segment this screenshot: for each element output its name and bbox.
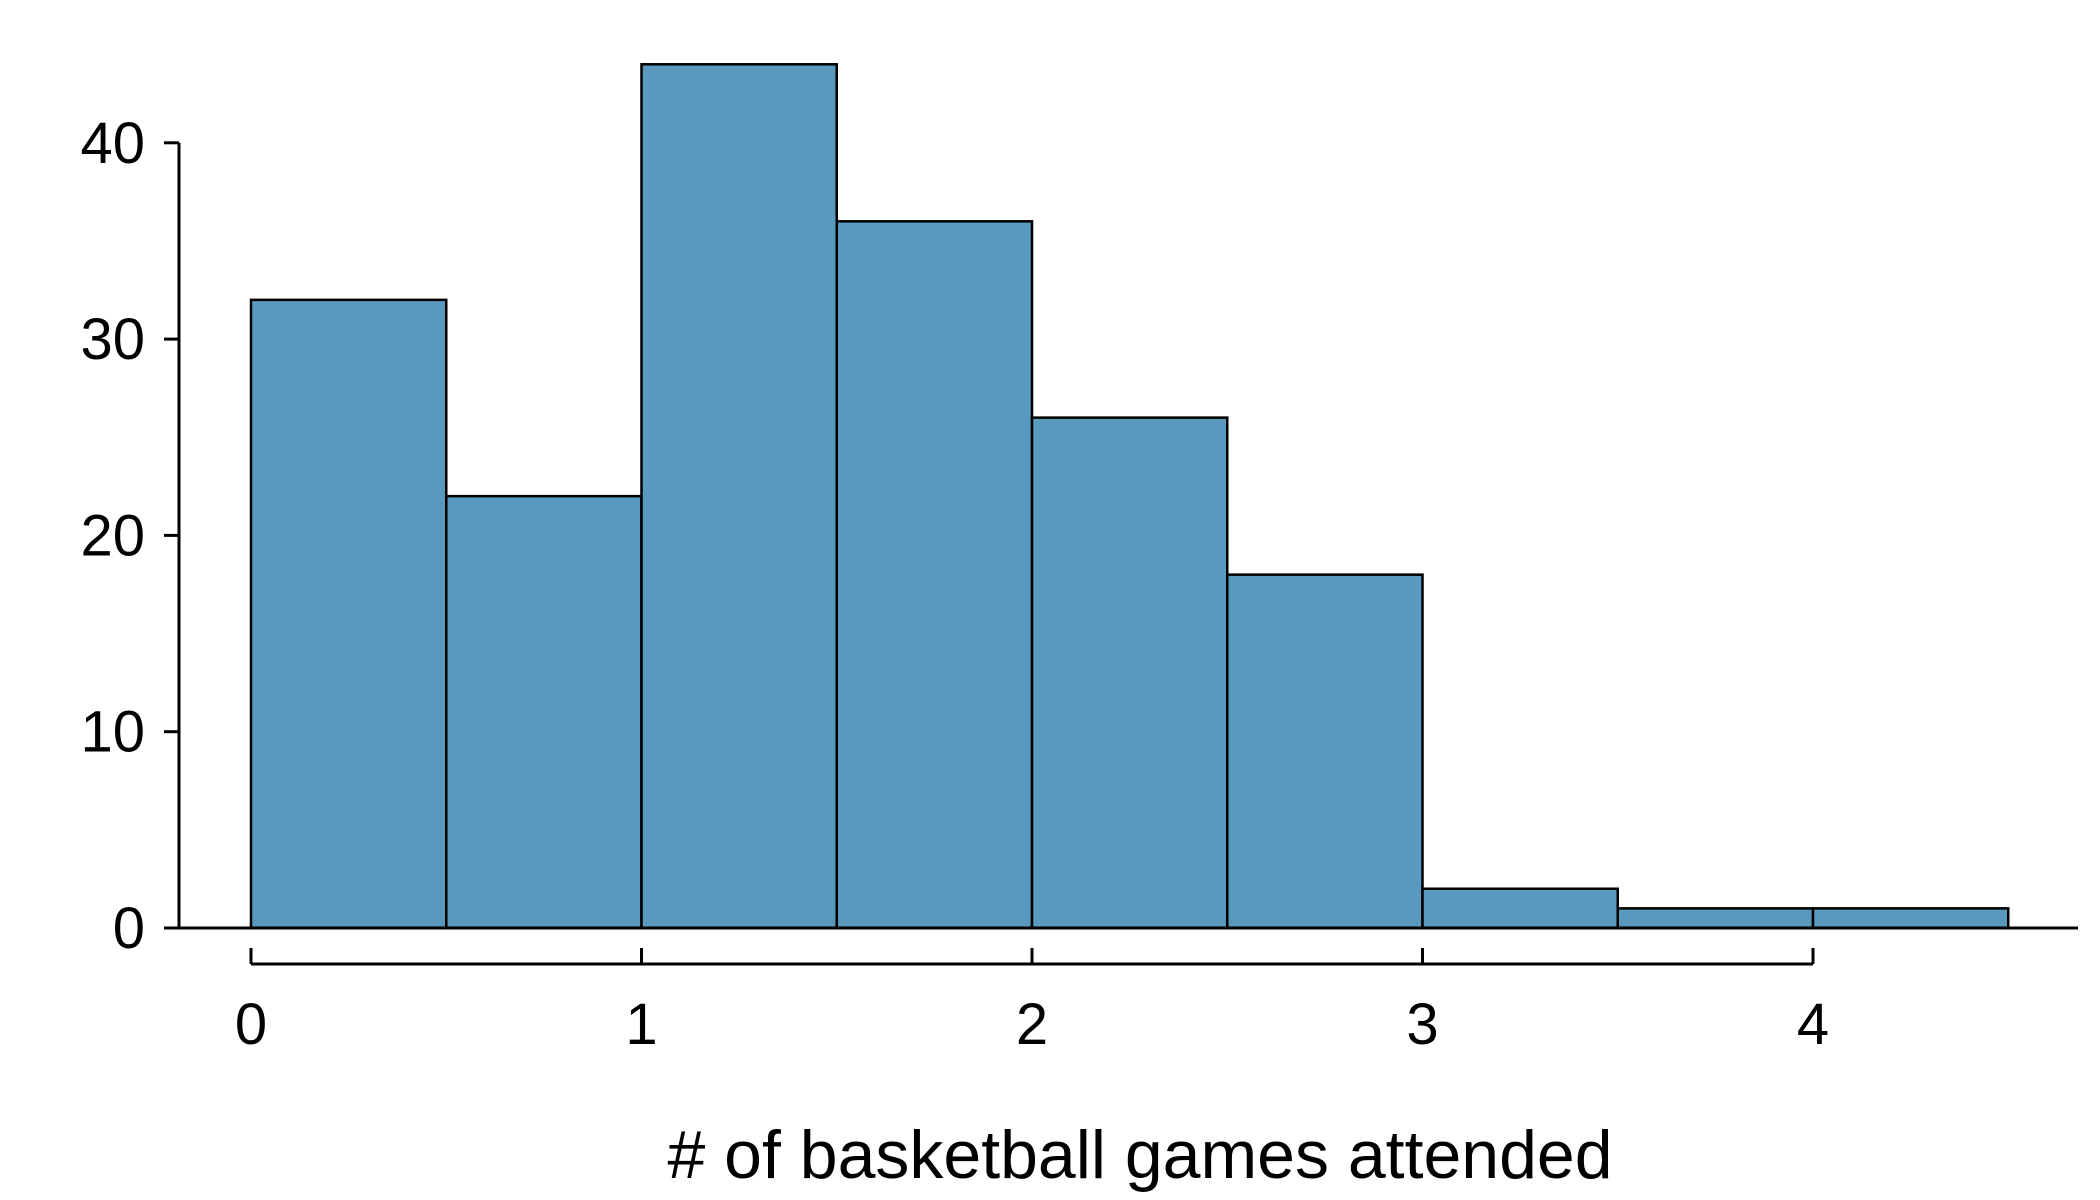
bars-group: [249, 63, 2010, 930]
histogram-bar: [835, 220, 1034, 930]
histogram-bar: [1226, 573, 1424, 930]
y-tick-label: 40: [80, 111, 145, 176]
x-tick-label: 1: [625, 992, 657, 1057]
histogram-bar: [1616, 907, 1815, 930]
histogram-bar: [640, 63, 838, 930]
x-axis: 0 1 2 3 4: [235, 948, 1829, 1057]
y-tick-label: 30: [80, 307, 145, 372]
histogram-bar: [1030, 416, 1229, 930]
y-tick-label: 0: [113, 896, 145, 961]
x-tick-label: 4: [1797, 992, 1829, 1057]
histogram-bar: [249, 298, 448, 930]
x-tick-label: 2: [1016, 992, 1048, 1057]
x-axis-title: # of basketball games attended: [667, 1117, 1612, 1193]
y-axis: 0 10 20 30 40: [80, 111, 181, 961]
histogram-bar: [445, 494, 643, 930]
histogram-bar: [1811, 907, 2010, 930]
y-tick-label: 20: [80, 503, 145, 568]
y-tick-label: 10: [80, 700, 145, 765]
x-tick-label: 3: [1406, 992, 1438, 1057]
histogram-bar: [1421, 887, 1619, 930]
x-tick-label: 0: [235, 992, 267, 1057]
x-ticks: 0 1 2 3 4: [235, 948, 1829, 1057]
y-ticks: 0 10 20 30 40: [80, 111, 179, 961]
